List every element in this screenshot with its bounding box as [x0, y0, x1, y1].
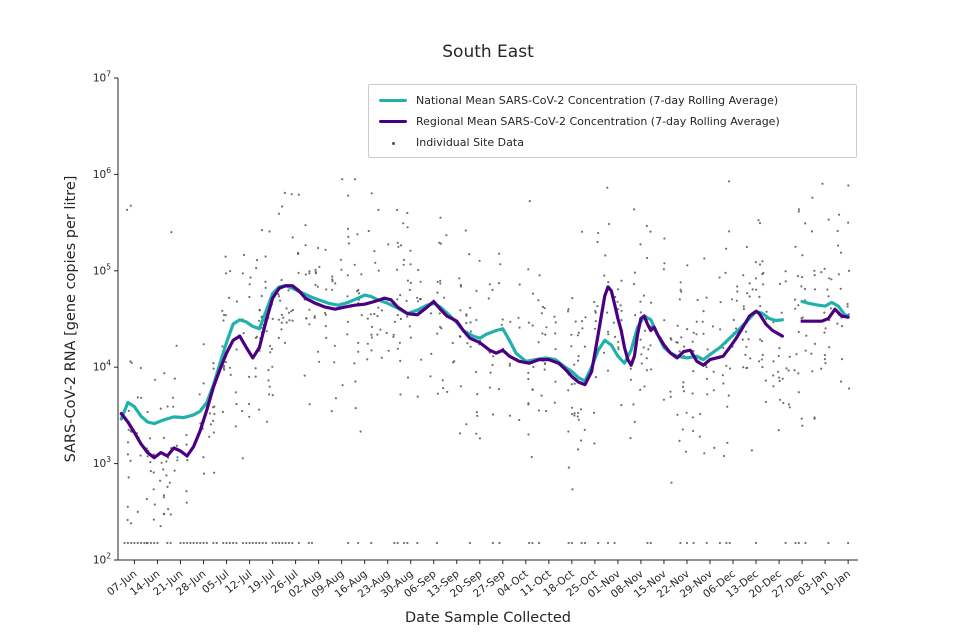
legend-item-regional: Regional Mean SARS-CoV-2 Concentration (… — [379, 113, 846, 129]
site-data-dot-icon — [391, 141, 395, 145]
legend-marker-regional-line — [379, 119, 407, 123]
legend-marker-national-line — [379, 98, 407, 102]
chart-title: South East — [442, 42, 534, 62]
legend-label-regional: Regional Mean SARS-CoV-2 Concentration (… — [416, 114, 780, 128]
legend-item-national: National Mean SARS-CoV-2 Concentration (… — [379, 92, 846, 108]
legend-item-site-data: Individual Site Data — [379, 134, 846, 150]
regional-mean-line — [119, 284, 850, 460]
x-axis-ticks: 07-Jun14-Jun21-Jun28-Jun05-Jul12-Jul19-J… — [105, 560, 853, 601]
svg-text:107: 107 — [93, 70, 111, 85]
svg-text:106: 106 — [93, 166, 111, 181]
national-mean-line — [119, 284, 850, 426]
legend-marker-site-dot — [379, 133, 407, 152]
individual-site-points — [123, 178, 851, 545]
svg-text:104: 104 — [93, 359, 111, 374]
y-axis-ticks: 102 103 104 105 106 107 — [93, 70, 118, 567]
svg-text:103: 103 — [93, 455, 111, 470]
chart-legend: National Mean SARS-CoV-2 Concentration (… — [368, 84, 857, 158]
y-axis-title: SARS-CoV-2 RNA [gene copies per litre] — [63, 176, 79, 463]
axes-spines — [117, 78, 858, 561]
x-axis-title: Date Sample Collected — [405, 610, 571, 626]
svg-text:102: 102 — [93, 552, 111, 567]
legend-label-site-data: Individual Site Data — [416, 135, 524, 149]
svg-text:105: 105 — [93, 262, 111, 277]
legend-label-national: National Mean SARS-CoV-2 Concentration (… — [416, 93, 779, 107]
